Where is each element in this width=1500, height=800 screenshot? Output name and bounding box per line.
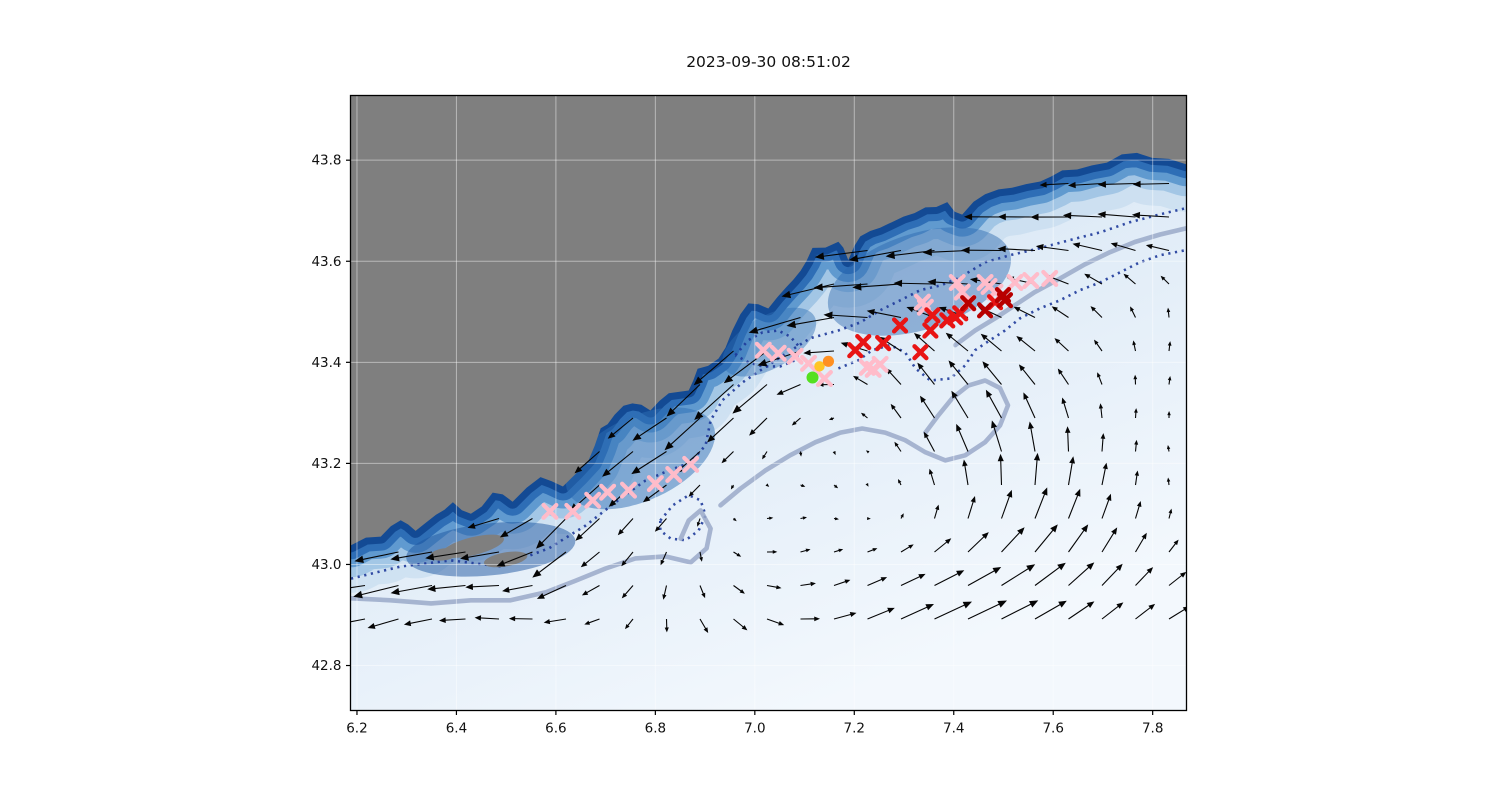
thick-contour-lines — [350, 226, 1187, 606]
x-tick-label: 7.2 — [844, 721, 865, 737]
pink-x-track-marker — [1006, 273, 1024, 291]
pink-x-track-marker — [800, 354, 818, 372]
dark-red-x-track-group — [960, 287, 1014, 319]
pink-x-track-marker — [682, 455, 700, 473]
dark-red-x-track-marker — [976, 302, 994, 319]
pink-x-track-marker — [871, 355, 889, 373]
pink-x-track-marker — [599, 483, 617, 501]
x-tick-label: 6.6 — [545, 721, 566, 737]
land-region — [350, 95, 1187, 568]
pink-x-track-marker — [564, 502, 582, 520]
red-x-track-marker — [875, 335, 892, 352]
orange-dot-group — [822, 355, 835, 367]
dark-red-x-track-marker — [960, 295, 977, 312]
green-dot-group — [806, 371, 819, 384]
pink-x-track-marker — [815, 369, 833, 387]
pink-x-track-marker — [541, 502, 559, 520]
axis-ticks — [346, 159, 1154, 715]
x-tick-label: 6.8 — [645, 721, 666, 737]
red-x-track-marker — [912, 344, 929, 361]
pink-x-track-marker — [584, 491, 602, 509]
x-tick-label: 7.8 — [1142, 721, 1163, 737]
pink-x-track-marker — [953, 283, 971, 301]
orange-dot-marker — [822, 355, 835, 367]
red-x-track-marker — [922, 322, 939, 339]
pink-x-track-marker — [1022, 271, 1040, 289]
pink-x-track-marker — [786, 347, 804, 365]
dark-red-x-track-marker — [996, 292, 1014, 309]
grid-lines — [350, 95, 1187, 711]
x-tick-label: 7.4 — [943, 721, 964, 737]
x-tick-label: 7.6 — [1042, 721, 1063, 737]
green-dot-marker — [806, 371, 819, 384]
red-x-track-marker — [924, 307, 941, 324]
yellow-dot-marker — [814, 361, 825, 372]
pink-x-track-marker — [948, 273, 966, 291]
pink-x-track-marker — [769, 344, 787, 362]
y-tick-label: 43.0 — [311, 557, 341, 573]
track-markers — [541, 269, 1059, 520]
axes-frame — [349, 94, 1188, 712]
y-tick-label: 42.8 — [311, 658, 341, 674]
pink-x-track-marker — [620, 481, 638, 499]
red-x-track-marker — [855, 334, 872, 351]
x-tick-label: 6.2 — [346, 721, 367, 737]
y-tick-label: 43.2 — [311, 456, 341, 472]
pink-x-track-marker — [646, 475, 664, 493]
y-tick-label: 43.6 — [311, 254, 341, 270]
yellow-dot-group — [814, 361, 825, 372]
x-tick-label: 7.0 — [744, 721, 765, 737]
plot-title: 2023-09-30 08:51:02 — [686, 53, 851, 71]
y-tick-label: 43.4 — [311, 355, 341, 371]
red-x-track-marker — [891, 317, 909, 334]
pink-x-track-marker — [1041, 269, 1059, 287]
x-tick-label: 6.4 — [446, 721, 467, 737]
y-tick-label: 43.8 — [311, 153, 341, 169]
axis-tick-labels: 6.2 6.4 6.6 6.8 7.0 7.2 7.4 7.6 7.8 42.8 43.0 43.2 4… — [311, 153, 1163, 737]
pink-x-track-marker — [665, 466, 683, 484]
current-quiver-arrows — [350, 180, 1187, 633]
pink-x-track-marker — [754, 341, 772, 359]
